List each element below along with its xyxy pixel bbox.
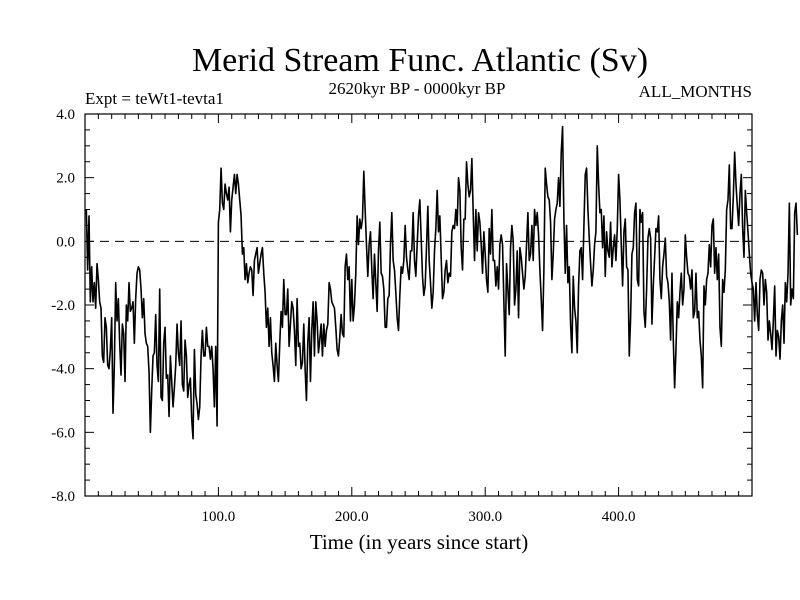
y-tick-label: 2.0	[56, 171, 75, 187]
x-tick-label: 200.0	[335, 509, 369, 525]
y-tick-label: -8.0	[51, 489, 75, 505]
chart-subtitle-left: Expt = teWt1-tevta1	[85, 89, 224, 108]
y-tick-label: -6.0	[51, 425, 75, 441]
axis-ticks	[85, 114, 752, 496]
chart-subtitle-center: 2620kyr BP - 0000kyr BP	[329, 79, 506, 98]
x-axis-title: Time (in years since start)	[310, 530, 529, 554]
chart-subtitle-right: ALL_MONTHS	[639, 82, 752, 101]
axis-tick-labels: 100.0 200.0 300.0 400.0 -8.0 -6.0 -4.0 -2.0 0.0 2…	[51, 107, 635, 525]
chart-title: Merid Stream Func. Atlantic (Sv)	[192, 42, 648, 79]
y-tick-label: -4.0	[51, 362, 75, 378]
x-tick-label: 400.0	[602, 509, 636, 525]
y-tick-label: -2.0	[51, 298, 75, 314]
x-tick-label: 100.0	[202, 509, 236, 525]
y-tick-label: 0.0	[56, 234, 75, 250]
x-tick-label: 300.0	[468, 509, 502, 525]
y-tick-label: 4.0	[56, 107, 75, 123]
series-line	[85, 125, 799, 440]
